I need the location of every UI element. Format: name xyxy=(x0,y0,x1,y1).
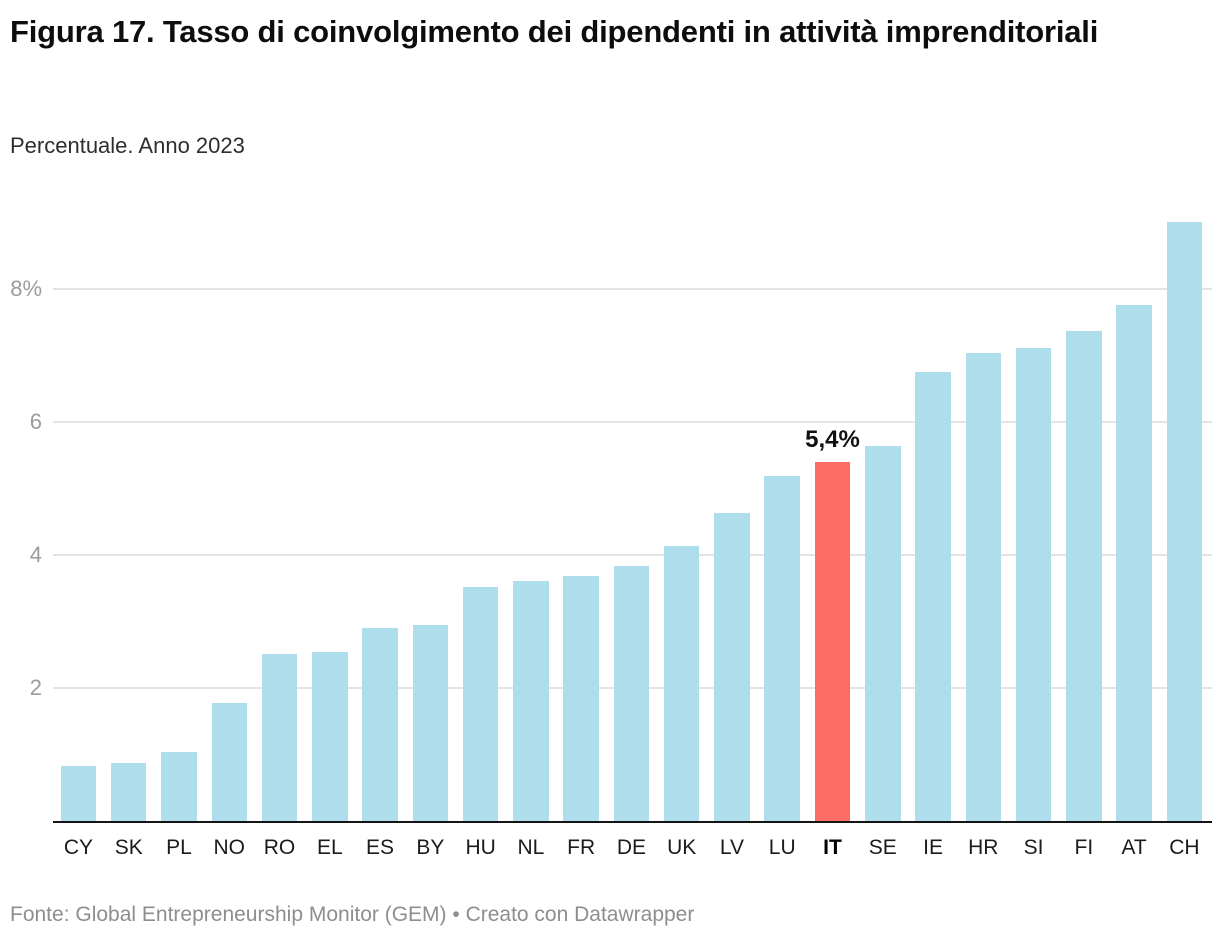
source-text: Fonte: Global Entrepreneurship Monitor (… xyxy=(10,903,447,926)
x-axis-label-NL: NL xyxy=(517,836,545,859)
datawrapper-credit-link[interactable]: Creato con Datawrapper xyxy=(465,903,695,926)
footer-separator: • xyxy=(446,903,466,926)
bar-NO[interactable] xyxy=(211,703,247,821)
gridline-6 xyxy=(53,421,1212,424)
bar-LU[interactable] xyxy=(764,476,800,821)
x-axis-label-SI: SI xyxy=(1023,836,1044,859)
bar-SI[interactable] xyxy=(1015,347,1052,821)
chart-subtitle: Percentuale. Anno 2023 xyxy=(10,133,245,158)
x-axis-label-DE: DE xyxy=(616,836,646,859)
x-axis-label-CH: CH xyxy=(1169,836,1200,859)
x-axis-label-CY: CY xyxy=(63,836,94,859)
x-axis-label-EL: EL xyxy=(316,836,343,859)
gridline-8 xyxy=(53,288,1212,291)
chart-footer: Fonte: Global Entrepreneurship Monitor (… xyxy=(10,901,694,929)
chart-title: Figura 17. Tasso di coinvolgimento dei d… xyxy=(10,14,1099,49)
x-axis-label-HU: HU xyxy=(465,836,496,859)
bar-CH[interactable] xyxy=(1166,222,1203,821)
bar-UK[interactable] xyxy=(663,545,700,821)
y-axis-tick-label-8: 8% xyxy=(10,276,42,302)
x-axis-label-IT: IT xyxy=(823,836,842,859)
bar-HU[interactable] xyxy=(462,587,499,821)
x-axis-label-FI: FI xyxy=(1074,836,1094,859)
x-axis-label-ES: ES xyxy=(366,836,395,859)
x-axis-label-UK: UK xyxy=(667,836,697,859)
x-axis-line xyxy=(53,820,1212,823)
bar-BY[interactable] xyxy=(412,624,449,821)
y-axis-tick-label-2: 2 xyxy=(29,675,42,701)
x-axis-label-SK: SK xyxy=(114,836,143,859)
highlight-value-label: 5,4% xyxy=(805,426,860,454)
bar-FI[interactable] xyxy=(1066,331,1102,821)
bar-AT[interactable] xyxy=(1116,305,1152,821)
x-axis-label-RO: RO xyxy=(263,836,296,859)
bar-IE[interactable] xyxy=(915,372,951,821)
bar-IT[interactable] xyxy=(814,462,851,821)
y-axis-tick-label-4: 4 xyxy=(29,542,42,568)
bar-DE[interactable] xyxy=(613,566,650,821)
x-axis-label-PL: PL xyxy=(166,836,192,859)
gridline-4 xyxy=(53,554,1212,557)
x-axis-label-NO: NO xyxy=(213,836,246,859)
bar-CY[interactable] xyxy=(60,765,97,821)
x-axis-label-BY: BY xyxy=(416,836,445,859)
x-axis-label-LV: LV xyxy=(719,836,745,859)
bar-PL[interactable] xyxy=(161,751,197,821)
bar-ES[interactable] xyxy=(362,627,398,821)
bar-NL[interactable] xyxy=(513,581,549,821)
bar-FR[interactable] xyxy=(563,576,599,821)
x-axis-label-LU: LU xyxy=(768,836,796,859)
x-axis-label-SE: SE xyxy=(868,836,897,859)
x-axis-label-AT: AT xyxy=(1121,836,1147,859)
bar-SK[interactable] xyxy=(110,763,147,821)
bar-RO[interactable] xyxy=(261,653,298,821)
x-axis-label-IE: IE xyxy=(923,836,943,859)
y-axis-tick-label-6: 6 xyxy=(29,409,42,435)
bar-LV[interactable] xyxy=(714,512,750,821)
bar-HR[interactable] xyxy=(965,352,1002,821)
bar-EL[interactable] xyxy=(312,651,348,821)
x-axis-label-FR: FR xyxy=(567,836,596,859)
x-axis-label-HR: HR xyxy=(968,836,999,859)
bar-SE[interactable] xyxy=(865,446,901,821)
